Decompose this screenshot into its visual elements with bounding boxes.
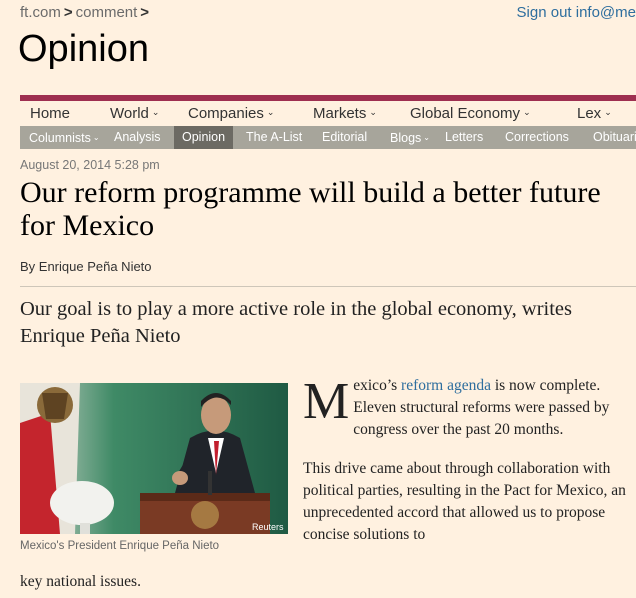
article-timestamp: August 20, 2014 5:28 pm xyxy=(20,158,160,172)
chevron-down-icon: ⌄ xyxy=(266,107,275,117)
chevron-down-icon: ⌄ xyxy=(604,107,612,117)
article-byline: By Enrique Peña Nieto xyxy=(20,259,152,274)
subnav-label: The A-List xyxy=(246,130,303,144)
divider xyxy=(20,286,636,287)
chevron-down-icon: ⌄ xyxy=(369,107,377,117)
reform-agenda-link[interactable]: reform agenda xyxy=(401,377,491,394)
subnav-label: Analysis xyxy=(114,130,161,144)
subnav-label: Editorial xyxy=(322,130,368,144)
paragraph-text: is now complete. Eleven structural refor… xyxy=(353,377,610,438)
subnav-item-a-list[interactable]: The A-List xyxy=(246,126,302,149)
nav-item-global-economy[interactable]: Global Economy ⌄ xyxy=(410,105,531,122)
chevron-down-icon: ⌄ xyxy=(523,107,531,117)
nav-label: Companies xyxy=(188,105,264,122)
article-standfirst: Our goal is to play a more active role i… xyxy=(20,298,573,347)
nav-label: Markets xyxy=(313,105,367,122)
subnav-label: Opinion xyxy=(182,130,226,144)
breadcrumb-ft-link[interactable]: ft.com xyxy=(20,4,61,21)
breadcrumb: ft.com > comment > xyxy=(20,4,152,21)
top-bar: ft.com > comment > Sign out info@me xyxy=(0,0,636,28)
paragraph-text: exico’s xyxy=(353,377,402,394)
section-title: Opinion xyxy=(18,28,149,70)
sub-nav: Columnists ⌄ Analysis Opinion The A-List … xyxy=(20,126,636,149)
breadcrumb-comment-link[interactable]: comment xyxy=(75,4,138,21)
chevron-down-icon: ⌄ xyxy=(92,133,100,142)
subnav-item-corrections[interactable]: Corrections xyxy=(505,126,569,149)
nav-item-home[interactable]: Home xyxy=(30,105,70,122)
chevron-down-icon: ⌄ xyxy=(423,133,430,142)
breadcrumb-separator: > xyxy=(140,4,150,21)
nav-label: Lex xyxy=(577,105,602,122)
sign-out-link[interactable]: Sign out info@me xyxy=(516,4,636,21)
nav-label: Global Economy xyxy=(410,105,521,122)
chevron-down-icon: ⌄ xyxy=(151,107,160,117)
article-headline: Our reform programme will build a better… xyxy=(20,176,601,242)
subnav-item-opinion[interactable]: Opinion xyxy=(174,126,234,149)
subnav-item-letters[interactable]: Letters xyxy=(445,126,483,149)
nav-item-markets[interactable]: Markets ⌄ xyxy=(313,105,377,122)
breadcrumb-separator: > xyxy=(63,4,73,21)
subnav-item-obituaries[interactable]: Obituaries xyxy=(593,126,636,149)
nav-item-world[interactable]: World ⌄ xyxy=(110,105,159,122)
photo-credit: Reuters xyxy=(252,522,284,532)
subnav-label: Corrections xyxy=(505,130,569,144)
nav-item-companies[interactable]: Companies ⌄ xyxy=(188,105,274,122)
subnav-label: Columnists xyxy=(29,131,91,145)
main-nav: Home World ⌄ Companies ⌄ Markets ⌄ Global E… xyxy=(20,95,636,124)
subnav-item-blogs[interactable]: Blogs ⌄ xyxy=(390,126,430,149)
drop-cap: M xyxy=(303,373,350,430)
photo-illustration: Reuters xyxy=(20,383,288,534)
subnav-label: Blogs xyxy=(390,131,422,145)
photo-caption: Mexico's President Enrique Peña Nieto xyxy=(20,540,220,552)
nav-item-lex[interactable]: Lex ⌄ xyxy=(577,105,612,122)
nav-label: Home xyxy=(30,105,71,122)
subnav-item-columnists[interactable]: Columnists ⌄ xyxy=(29,126,100,149)
subnav-item-analysis[interactable]: Analysis xyxy=(114,126,161,149)
nav-label: World xyxy=(110,105,149,122)
article-photo[interactable]: Reuters xyxy=(20,383,288,534)
subnav-label: Letters xyxy=(445,130,484,144)
subnav-item-editorial[interactable]: Editorial xyxy=(322,126,367,149)
subnav-label: Obituaries xyxy=(593,130,636,144)
article-paragraph: This drive came about through collaborat… xyxy=(303,460,626,543)
article-paragraph-continuation: key national issues. xyxy=(20,573,141,590)
